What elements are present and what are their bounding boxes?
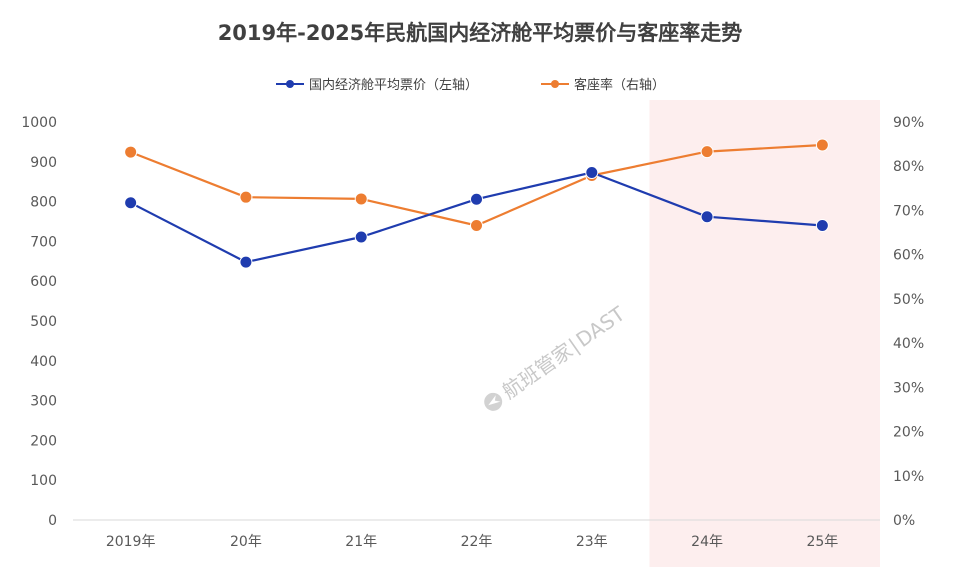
data-point <box>585 166 599 180</box>
data-point <box>700 145 714 159</box>
axes: 0 100 200 300 400 500 600 700 800 900 1000 0% 10% 20%… <box>21 115 924 550</box>
series-layer <box>124 138 829 269</box>
data-point <box>700 210 714 224</box>
highlight-band <box>649 100 880 567</box>
legend-label: 国内经济舱平均票价（左轴） <box>309 77 478 93</box>
left-axis-tick-label: 900 <box>30 155 57 171</box>
x-axis-tick-label: 21年 <box>345 534 377 550</box>
legend-marker-swatch <box>286 80 294 88</box>
left-axis-tick-label: 600 <box>30 274 57 290</box>
right-axis-tick-label: 70% <box>893 203 924 219</box>
left-axis-tick-label: 500 <box>30 314 57 330</box>
data-point <box>815 218 829 232</box>
left-axis-tick-label: 800 <box>30 195 57 211</box>
right-axis-tick-label: 80% <box>893 159 924 175</box>
data-point <box>470 218 483 232</box>
right-axis-tick-label: 30% <box>893 380 924 396</box>
right-axis-tick-label: 10% <box>893 469 924 485</box>
legend-marker-swatch <box>551 80 559 88</box>
right-axis-tick-label: 40% <box>893 336 924 352</box>
legend: 国内经济舱平均票价（左轴） 客座率（右轴） <box>276 77 665 93</box>
left-axis-tick-label: 700 <box>30 234 57 250</box>
right-axis-tick-label: 50% <box>893 292 924 308</box>
right-axis-tick-label: 0% <box>893 513 915 529</box>
background-layer <box>649 100 880 567</box>
data-point <box>354 192 368 206</box>
x-axis-tick-label: 25年 <box>806 534 838 550</box>
right-axis-tick-label: 20% <box>893 425 924 441</box>
data-point <box>815 138 829 152</box>
x-axis-tick-label: 24年 <box>691 534 723 550</box>
left-axis-tick-label: 0 <box>48 513 57 529</box>
watermark-brand: DAST <box>572 301 630 352</box>
left-axis-tick-label: 300 <box>30 394 57 410</box>
chart-title: 2019年-2025年民航国内经济舱平均票价与客座率走势 <box>218 21 743 45</box>
data-point <box>470 192 483 206</box>
watermark: 航班管家 | DAST <box>484 301 630 411</box>
x-axis-tick-label: 22年 <box>461 534 493 550</box>
data-point <box>124 145 138 159</box>
data-point <box>354 230 368 244</box>
right-axis-tick-label: 90% <box>893 115 924 131</box>
data-point <box>239 255 253 269</box>
left-axis-tick-label: 400 <box>30 354 57 370</box>
left-axis-tick-label: 1000 <box>21 115 57 131</box>
left-axis-tick-label: 200 <box>30 433 57 449</box>
right-axis-tick-label: 60% <box>893 248 924 264</box>
x-axis-tick-label: 20年 <box>230 534 262 550</box>
plane-logo-icon <box>484 392 503 411</box>
x-axis-tick-label: 2019年 <box>106 534 156 550</box>
data-point <box>239 190 253 204</box>
x-axis-tick-label: 23年 <box>576 534 608 550</box>
legend-label: 客座率（右轴） <box>574 77 665 93</box>
watermark-text: 航班管家 <box>498 338 577 404</box>
left-axis-tick-label: 100 <box>30 473 57 489</box>
data-point <box>124 196 138 210</box>
